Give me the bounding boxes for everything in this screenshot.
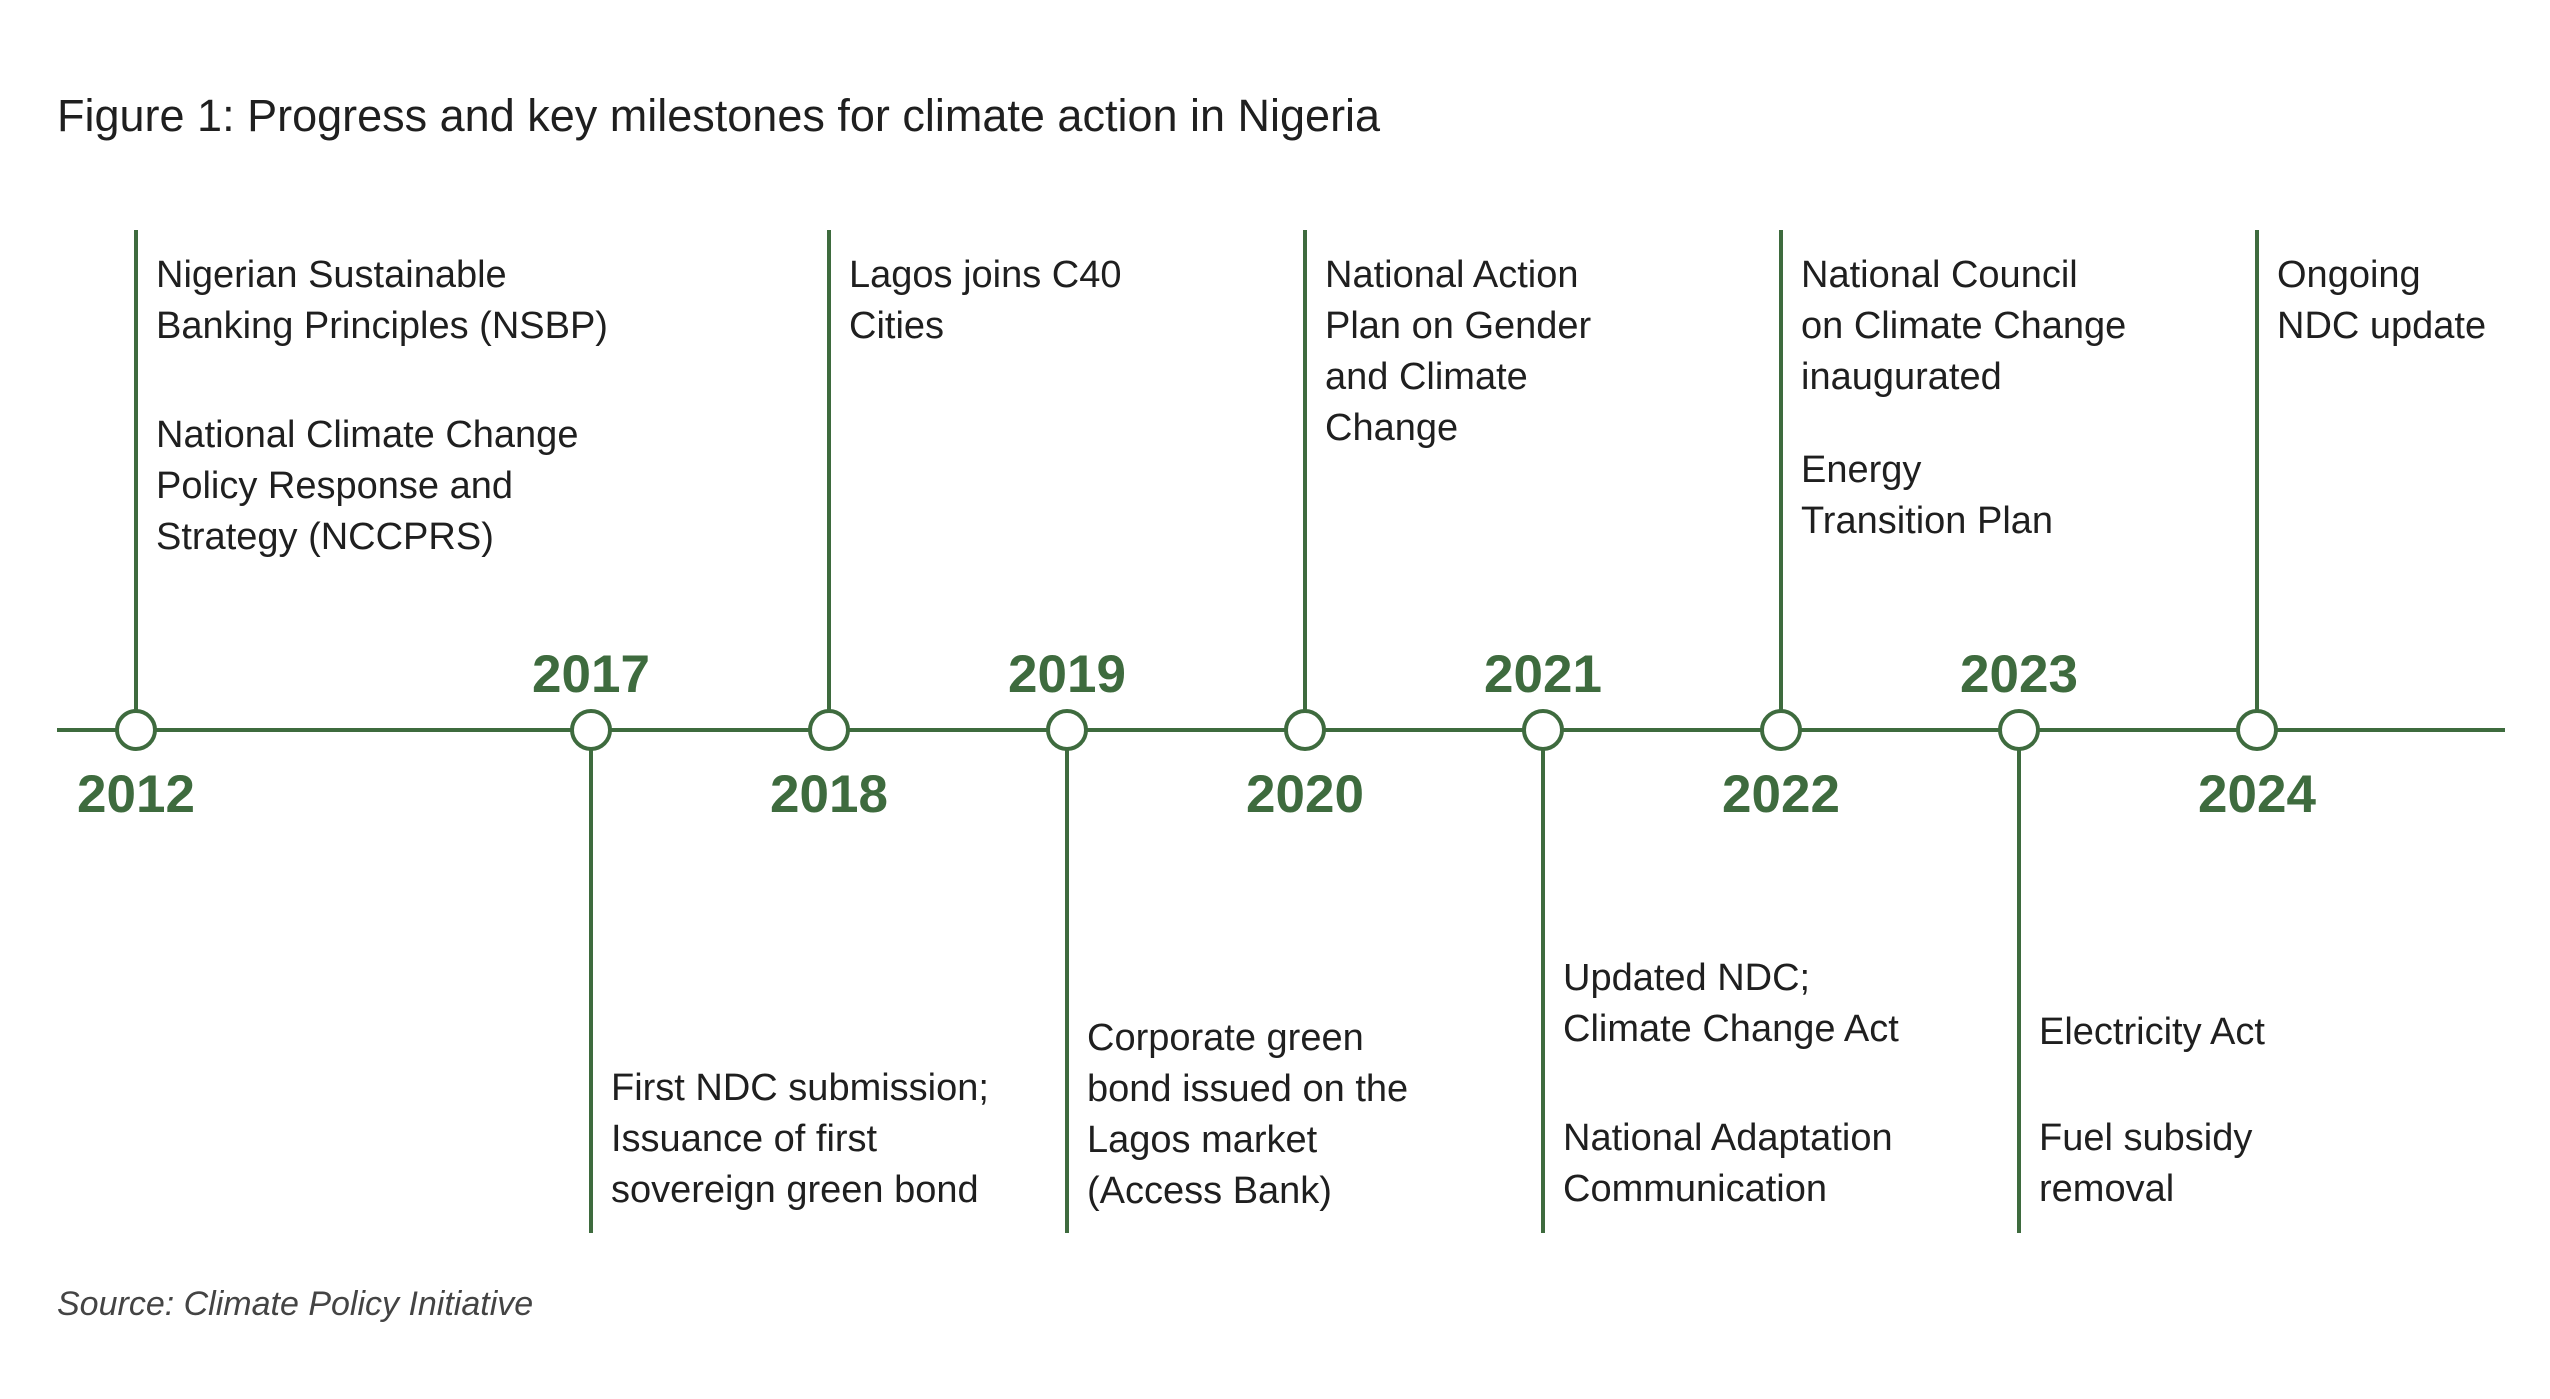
- event-line: National Climate Change: [156, 414, 579, 456]
- milestone-event-2021-2: National Adaptation Communication: [1563, 1113, 1893, 1215]
- milestone-event-2022-2: Energy Transition Plan: [1801, 445, 2053, 547]
- milestone-event-2020-1: National Action Plan on Gender and Climate…: [1325, 250, 1591, 454]
- node-2017: [570, 709, 612, 751]
- event-line: Corporate green: [1087, 1017, 1364, 1059]
- event-line: removal: [2039, 1168, 2175, 1210]
- event-line: inaugurated: [1801, 356, 2002, 398]
- milestone-event-2019-1: Corporate green bond issued on the Lagos m…: [1087, 1013, 1408, 1217]
- event-line: First NDC submission;: [611, 1067, 989, 1109]
- event-line: sovereign green bond: [611, 1169, 979, 1211]
- year-label-2019: 2019: [1008, 645, 1126, 704]
- event-line: Electricity Act: [2039, 1011, 2265, 1053]
- event-line: Climate Change Act: [1563, 1008, 1899, 1050]
- year-label-2023: 2023: [1960, 645, 2078, 704]
- event-line: Energy: [1801, 449, 1922, 491]
- event-line: Cities: [849, 305, 945, 347]
- node-2018: [808, 709, 850, 751]
- node-2020: [1284, 709, 1326, 751]
- event-line: bond issued on the: [1087, 1068, 1409, 1110]
- milestone-event-2012-2: National Climate Change Policy Response a…: [156, 410, 578, 563]
- event-line: Change: [1325, 407, 1459, 449]
- milestone-event-2017-1: First NDC submission; Issuance of first so…: [611, 1063, 989, 1216]
- event-line: Transition Plan: [1801, 500, 2054, 542]
- year-label-2018: 2018: [770, 765, 888, 824]
- event-line: Updated NDC;: [1563, 957, 1811, 999]
- node-2023: [1998, 709, 2040, 751]
- node-2024: [2236, 709, 2278, 751]
- event-line: Issuance of first: [611, 1118, 878, 1160]
- milestone-event-2022-1: National Council on Climate Change inaugur…: [1801, 250, 2126, 403]
- node-2021: [1522, 709, 1564, 751]
- milestone-event-2024-1: Ongoing NDC update: [2277, 250, 2486, 352]
- event-line: National Adaptation: [1563, 1117, 1893, 1159]
- milestone-event-2023-2: Fuel subsidy removal: [2039, 1113, 2252, 1215]
- milestone-event-2023-1: Electricity Act: [2039, 1007, 2265, 1058]
- event-line: (Access Bank): [1087, 1170, 1332, 1212]
- event-line: Policy Response and: [156, 465, 513, 507]
- event-line: Lagos market: [1087, 1119, 1318, 1161]
- event-line: Lagos joins C40: [849, 254, 1122, 296]
- event-line: Plan on Gender: [1325, 305, 1592, 347]
- event-line: Banking Principles (NSBP): [156, 305, 608, 347]
- year-label-2024: 2024: [2198, 765, 2316, 824]
- node-2019: [1046, 709, 1088, 751]
- event-line: National Council: [1801, 254, 2078, 296]
- event-line: Communication: [1563, 1168, 1827, 1210]
- figure-title: Figure 1: Progress and key milestones fo…: [57, 90, 1381, 141]
- year-label-2021: 2021: [1484, 645, 1602, 704]
- milestone-event-2021-1: Updated NDC; Climate Change Act: [1563, 953, 1899, 1055]
- event-line: Ongoing: [2277, 254, 2421, 296]
- event-line: NDC update: [2277, 305, 2487, 347]
- node-2022: [1760, 709, 1802, 751]
- event-line: Nigerian Sustainable: [156, 254, 507, 296]
- event-line: on Climate Change: [1801, 305, 2127, 347]
- event-line: National Action: [1325, 254, 1579, 296]
- node-2012: [115, 709, 157, 751]
- event-line: Fuel subsidy: [2039, 1117, 2253, 1159]
- event-line: and Climate: [1325, 356, 1528, 398]
- source-note: Source: Climate Policy Initiative: [57, 1285, 534, 1323]
- year-label-2020: 2020: [1246, 765, 1364, 824]
- year-label-2022: 2022: [1722, 765, 1840, 824]
- milestone-event-2018-1: Lagos joins C40 Cities: [849, 250, 1122, 352]
- event-line: Strategy (NCCPRS): [156, 516, 494, 558]
- milestone-event-2012-1: Nigerian Sustainable Banking Principles (…: [156, 250, 608, 352]
- year-label-2017: 2017: [532, 645, 650, 704]
- year-label-2012: 2012: [77, 765, 195, 824]
